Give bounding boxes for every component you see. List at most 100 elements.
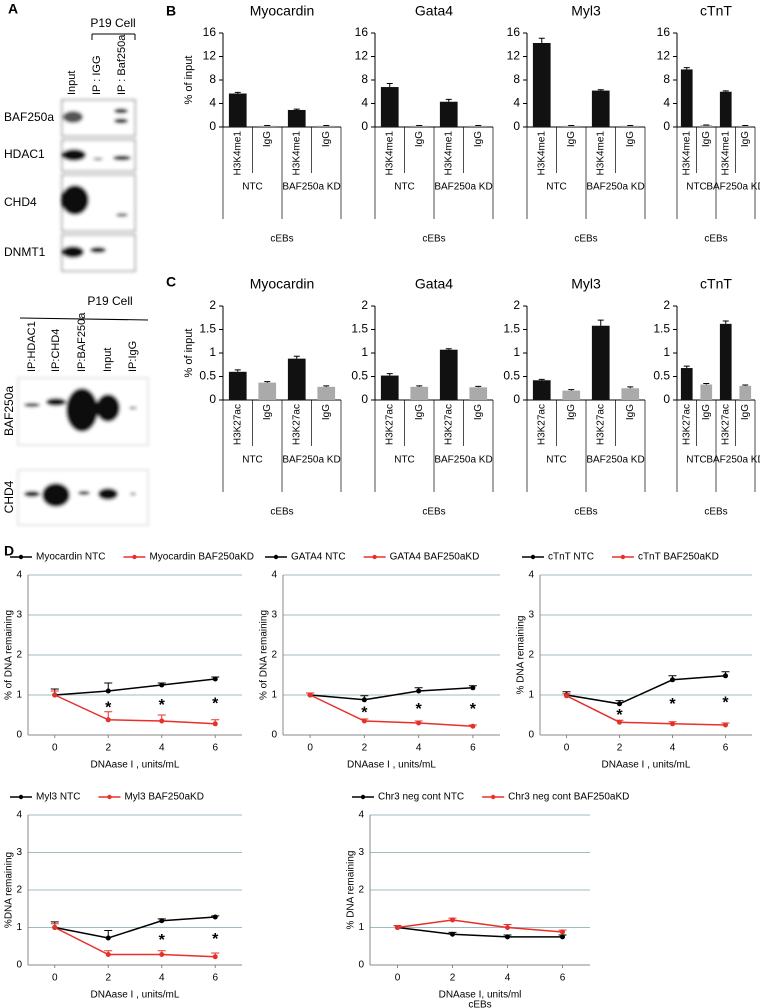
chart-title: Gata4 <box>415 276 453 292</box>
y-tick-label: 0 <box>663 392 670 406</box>
group-label: NTC <box>242 455 263 466</box>
x-tick-label: H3K4me1 <box>536 131 547 176</box>
x-tick-label: 6 <box>470 743 476 754</box>
marker <box>617 701 622 707</box>
x-axis-label: cEBs <box>422 507 445 518</box>
x-tick-label: IgG <box>740 404 751 420</box>
series-line <box>310 687 473 701</box>
y-tick-label: 1.5 <box>653 322 670 336</box>
y-tick-label: 8 <box>361 72 368 86</box>
marker <box>212 676 218 682</box>
error-bar <box>445 348 452 350</box>
significance-star: * <box>722 695 729 712</box>
legend-label: cTnT BAF250aKD <box>638 552 719 563</box>
x-axis-label: cEBs <box>704 234 727 245</box>
marker <box>416 720 422 726</box>
x-tick-label: H3K27ac <box>720 404 731 445</box>
lane-label: IP : IGG <box>91 55 103 95</box>
bar <box>700 384 713 400</box>
x-tick-label: 0 <box>307 743 313 754</box>
x-axis-label: DNAase I , units/mL <box>91 760 180 771</box>
bar <box>562 390 581 400</box>
error-bar <box>568 389 575 391</box>
x-tick-label: 2 <box>362 743 368 754</box>
bar <box>591 325 610 400</box>
y-axis-label: %DNA remaining <box>4 852 15 928</box>
marker <box>505 934 510 940</box>
marker <box>105 952 111 957</box>
row-label: BAF250a <box>4 110 54 124</box>
chart-title: Myocardin <box>250 3 315 19</box>
panel-label: D <box>4 543 14 559</box>
bar <box>719 91 732 127</box>
chart-title: Myocardin <box>250 276 315 292</box>
y-tick-label: 4 <box>361 96 368 110</box>
y-tick-label: 4 <box>16 570 22 581</box>
x-tick-label: 6 <box>212 743 218 754</box>
y-tick-label: 3 <box>16 610 22 621</box>
error-bar <box>722 320 729 324</box>
x-tick-label: IgG <box>473 131 484 147</box>
error-bar <box>234 369 241 372</box>
y-tick-label: 2 <box>271 650 277 661</box>
significance-star: * <box>669 696 676 713</box>
x-tick-label: 4 <box>505 973 511 984</box>
lane-label: IP:IgG <box>127 341 139 372</box>
y-axis-label: % of DNA remaining <box>259 610 270 700</box>
legend-marker <box>360 794 366 800</box>
x-tick-label: 4 <box>670 743 676 754</box>
significance-star: * <box>616 707 623 724</box>
legend-label: cTnT NTC <box>548 552 594 563</box>
x-tick-label: H3K4me1 <box>291 131 302 176</box>
y-axis-label: % of DNA remaining <box>4 610 15 700</box>
y-tick-label: 16 <box>203 25 217 39</box>
bar <box>621 388 640 400</box>
series-line <box>566 695 726 726</box>
x-tick-label: H3K4me1 <box>595 131 606 176</box>
row-label: DNMT1 <box>4 245 46 259</box>
y-tick-label: 0.5 <box>351 369 368 383</box>
marker <box>670 721 675 727</box>
legend-marker <box>18 794 24 800</box>
x-tick-label: H3K27ac <box>681 404 692 445</box>
marker <box>361 718 367 724</box>
x-tick-label: H3K27ac <box>443 404 454 445</box>
legend-label: Myocardin NTC <box>36 552 105 563</box>
y-tick-label: 0 <box>209 392 216 406</box>
y-tick-label: 12 <box>507 49 521 63</box>
x-tick-label: IgG <box>701 131 712 147</box>
significance-star: * <box>159 697 166 714</box>
error-bar <box>722 90 729 92</box>
y-tick-label: 4 <box>16 810 22 821</box>
bar <box>591 90 610 127</box>
x-tick-label: 2 <box>105 743 111 754</box>
legend-marker <box>107 794 112 800</box>
y-tick-label: 1 <box>513 345 520 359</box>
bar <box>258 382 277 400</box>
group-label: NTC <box>394 182 415 193</box>
x-tick-label: IgG <box>414 131 425 147</box>
y-tick-label: 2 <box>16 650 22 661</box>
row-label: BAF250a <box>2 386 16 436</box>
marker <box>416 688 422 694</box>
y-tick-label: 0 <box>209 119 216 133</box>
error-bar <box>445 98 452 102</box>
error-bar <box>627 386 634 389</box>
divider <box>19 317 149 321</box>
y-tick-label: 0 <box>361 392 368 406</box>
marker <box>159 718 165 724</box>
legend-label: Myocardin BAF250aKD <box>149 552 254 563</box>
bar <box>680 368 693 400</box>
legend-label: Myl3 NTC <box>36 792 80 803</box>
row-label: HDAC1 <box>4 147 45 161</box>
marker <box>52 692 58 698</box>
x-tick-label: IgG <box>625 131 636 147</box>
x-tick-label: 4 <box>159 973 165 984</box>
y-tick-label: 3 <box>16 847 22 858</box>
bar <box>621 125 640 127</box>
bar <box>562 125 581 127</box>
y-tick-label: 0 <box>513 119 520 133</box>
x-tick-label: H3K27ac <box>291 404 302 445</box>
marker <box>159 918 165 924</box>
